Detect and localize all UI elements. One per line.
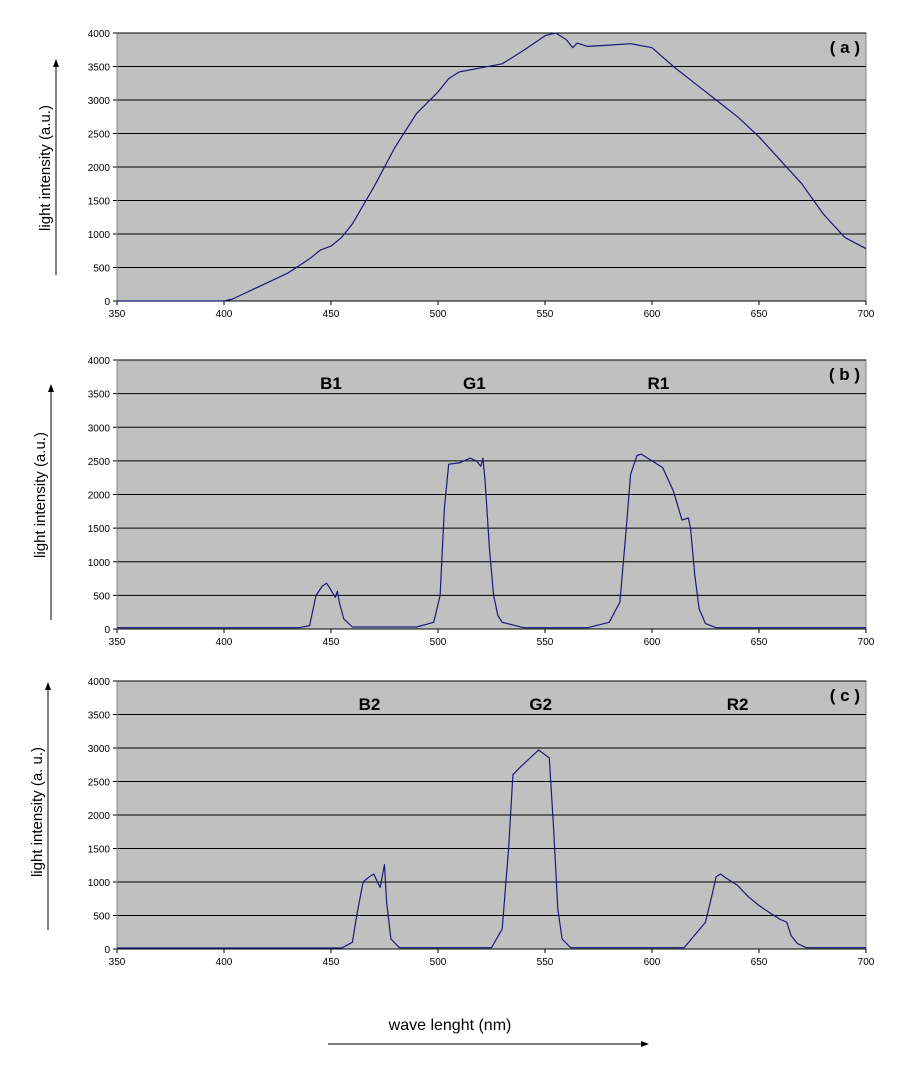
x-tick-label: 400 [216,637,233,648]
x-tick-label: 500 [430,309,447,320]
x-tick-label: 550 [537,309,554,320]
x-tick-label: 600 [644,957,661,968]
y-tick-label: 3000 [88,423,111,434]
chart-panel-1: 0 500 1000 1500 2000 2500 3000 3500 4000 350 400 45… [37,29,875,320]
y-tick-label: 2000 [88,491,111,502]
y-tick-label: 2000 [88,811,111,822]
y-axis-label: light intensity (a.u.) [37,105,54,231]
y-axis-label: light intensity (a.u.) [32,432,49,558]
x-tick-label: 600 [644,309,661,320]
y-tick-label: 1000 [88,878,111,889]
y-tick-label: 0 [104,297,110,308]
chart-panel-3: 0 500 1000 1500 2000 2500 3000 3500 4000 350 400 45… [29,677,875,968]
x-tick-label: 450 [323,309,340,320]
peak-label-r2: R2 [727,695,749,714]
y-tick-label: 0 [104,625,110,636]
y-tick-label: 2500 [88,130,111,141]
y-tick-label: 3500 [88,711,111,722]
chart-panel-2: 0 500 1000 1500 2000 2500 3000 3500 4000 350 400 45… [32,356,875,648]
x-tick-label: 400 [216,957,233,968]
x-tick-label: 550 [537,637,554,648]
x-tick-label: 650 [751,309,768,320]
y-tick-label: 4000 [88,677,111,688]
x-tick-label: 700 [858,309,875,320]
panel-label: ( c ) [830,686,860,705]
x-tick-label: 700 [858,637,875,648]
y-tick-label: 500 [93,912,110,923]
x-axis-label: wave lenght (nm) [388,1017,512,1034]
y-tick-label: 3500 [88,390,111,401]
panel-label: ( a ) [830,38,860,57]
y-tick-label: 1500 [88,524,111,535]
peak-label-g2: G2 [529,695,552,714]
series-line [117,453,866,629]
peak-label-g1: G1 [463,374,486,393]
y-tick-label: 500 [93,591,110,602]
y-tick-label: 1500 [88,845,111,856]
peak-label-b1: B1 [320,374,342,393]
y-tick-label: 1000 [88,230,111,241]
peak-label-r1: R1 [648,374,670,393]
y-tick-label: 4000 [88,356,111,367]
x-tick-label: 450 [323,637,340,648]
x-tick-label: 500 [430,637,447,648]
x-tick-label: 550 [537,957,554,968]
y-tick-label: 2500 [88,778,111,789]
x-tick-label: 400 [216,309,233,320]
y-tick-label: 1000 [88,558,111,569]
y-tick-label: 3000 [88,744,111,755]
y-tick-label: 2000 [88,163,111,174]
x-tick-label: 700 [858,957,875,968]
series-line [117,749,866,949]
x-tick-label: 650 [751,637,768,648]
y-tick-label: 3000 [88,96,111,107]
y-tick-label: 2500 [88,457,111,468]
y-tick-label: 4000 [88,29,111,40]
y-tick-label: 0 [104,945,110,956]
y-tick-label: 3500 [88,63,111,74]
y-axis-label: light intensity (a. u.) [29,747,46,877]
x-tick-label: 650 [751,957,768,968]
x-tick-label: 450 [323,957,340,968]
x-tick-label: 600 [644,637,661,648]
peak-label-b2: B2 [359,695,381,714]
series-line [117,32,867,302]
x-tick-label: 350 [109,309,126,320]
panel-label: ( b ) [829,365,860,384]
y-tick-label: 500 [93,264,110,275]
x-tick-label: 350 [109,637,126,648]
y-tick-label: 1500 [88,197,111,208]
x-tick-label: 500 [430,957,447,968]
x-tick-label: 350 [109,957,126,968]
